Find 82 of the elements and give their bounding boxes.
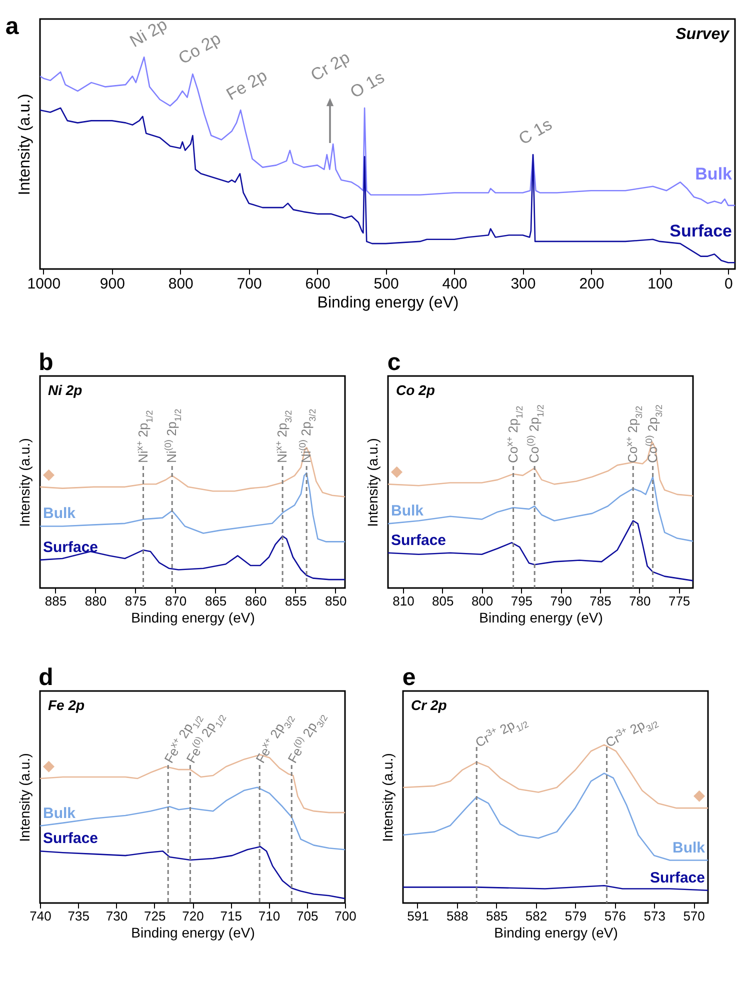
- x-tick-label: 720: [182, 908, 204, 924]
- y-axis-title: Intensity (a.u.): [380, 753, 396, 842]
- chart-subtitle: Cr 2p: [411, 697, 448, 713]
- x-tick-label: 600: [305, 276, 330, 292]
- series-label: Surface: [670, 222, 732, 241]
- x-tick-label: 300: [510, 276, 536, 292]
- x-tick-label: 810: [392, 594, 414, 608]
- y-axis-title: Intensity (a.u.): [16, 94, 34, 196]
- x-tick-label: 700: [334, 908, 356, 924]
- x-tick-label: 800: [168, 276, 194, 292]
- chart-subtitle: Co 2p: [396, 382, 436, 398]
- x-tick-label: 880: [84, 594, 107, 608]
- series-label: Surface: [43, 830, 98, 848]
- x-tick-label: 400: [442, 276, 468, 292]
- chart-title: d: [38, 664, 54, 691]
- series-label: Bulk: [672, 839, 706, 856]
- x-tick-label: 785: [590, 594, 612, 608]
- chart-title: e: [402, 664, 416, 691]
- series-label: Bulk: [391, 502, 424, 520]
- series-label: Bulk: [695, 164, 733, 184]
- x-tick-label: 715: [220, 908, 242, 924]
- y-axis-title: Intensity (a.u.): [16, 438, 32, 527]
- x-tick-label: 200: [579, 276, 604, 292]
- x-tick-label: 860: [244, 594, 267, 608]
- x-tick-label: 740: [30, 908, 52, 924]
- x-tick-label: 790: [550, 594, 572, 608]
- series-label: Surface: [650, 869, 705, 886]
- annotation: Co 2p: [175, 28, 224, 68]
- x-tick-label: 805: [432, 594, 454, 608]
- x-tick-label: 850: [325, 594, 347, 608]
- x-axis-title: Binding energy (eV): [494, 924, 618, 940]
- x-tick-label: 0: [724, 276, 733, 292]
- x-tick-label: 585: [486, 908, 508, 924]
- x-tick-label: 730: [106, 908, 128, 924]
- x-tick-label: 500: [374, 276, 399, 292]
- x-tick-label: 710: [258, 908, 280, 924]
- x-axis-title: Binding energy (eV): [131, 610, 255, 626]
- chart-title: b: [38, 349, 54, 376]
- x-tick-label: 875: [124, 594, 147, 608]
- x-tick-label: 576: [604, 908, 626, 924]
- x-tick-label: 573: [644, 908, 666, 924]
- chart-title: a: [5, 13, 20, 40]
- annotation: Fe 2p: [223, 66, 270, 104]
- x-tick-label: 579: [564, 908, 587, 924]
- x-axis-title: Binding energy (eV): [131, 924, 255, 940]
- x-tick-label: 780: [629, 594, 651, 608]
- x-tick-label: 870: [164, 594, 187, 608]
- series-label: Surface: [391, 532, 446, 549]
- x-tick-label: 100: [648, 276, 673, 292]
- x-tick-label: 588: [446, 908, 468, 924]
- x-tick-label: 1000: [27, 276, 61, 292]
- x-tick-label: 855: [285, 594, 307, 608]
- x-tick-label: 775: [668, 594, 690, 608]
- x-tick-label: 570: [683, 908, 705, 924]
- x-tick-label: 885: [44, 594, 67, 608]
- series-label: Bulk: [43, 505, 76, 522]
- x-tick-label: 795: [510, 594, 533, 608]
- annotation: C 1s: [516, 114, 556, 149]
- series-label: ◆: [43, 757, 55, 774]
- annotation: Ni 2p: [126, 14, 170, 52]
- series-label: Bulk: [43, 804, 76, 822]
- series-label: Surface: [43, 538, 98, 556]
- y-axis-title: Intensity (a.u.): [364, 438, 380, 527]
- chart-title: c: [387, 349, 401, 376]
- x-tick-label: 725: [144, 908, 166, 924]
- x-tick-label: 900: [100, 276, 125, 292]
- y-axis-title: Intensity (a.u.): [16, 753, 32, 842]
- x-tick-label: 705: [296, 908, 318, 924]
- x-axis-title: Binding energy (eV): [317, 294, 459, 312]
- x-tick-label: 735: [68, 908, 90, 924]
- x-tick-label: 700: [236, 276, 262, 292]
- x-tick-label: 591: [407, 908, 429, 924]
- series-label: ◆: [693, 787, 706, 804]
- x-tick-label: 800: [471, 594, 494, 608]
- x-tick-label: 582: [525, 908, 548, 924]
- chart-subtitle: Survey: [676, 26, 730, 43]
- x-tick-label: 865: [204, 594, 227, 608]
- series-label: ◆: [391, 463, 403, 480]
- series-label: ◆: [43, 466, 55, 483]
- chart-subtitle: Fe 2p: [48, 697, 86, 713]
- x-axis-title: Binding energy (eV): [479, 610, 603, 626]
- chart-subtitle: Ni 2p: [48, 382, 83, 398]
